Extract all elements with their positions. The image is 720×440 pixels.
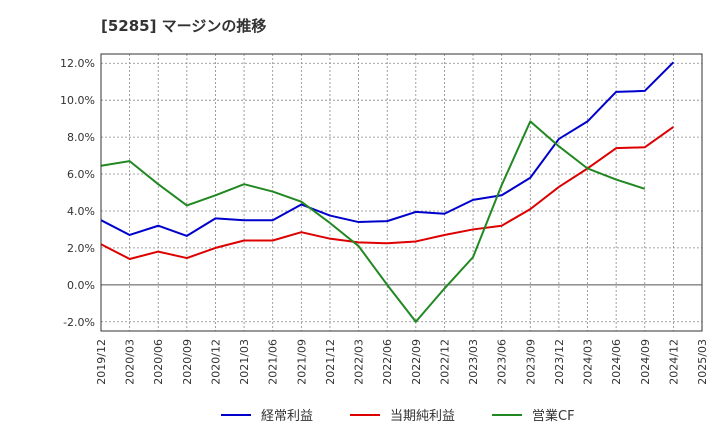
x-tick-label: 2024/12: [667, 339, 680, 385]
x-tick-label: 2020/09: [181, 339, 194, 385]
series-line-2: [100, 126, 674, 260]
x-tick-label: 2023/03: [467, 339, 480, 385]
x-tick-label: 2020/12: [209, 339, 222, 385]
x-tick-label: 2020/03: [124, 339, 137, 385]
y-tick-label: 10.0%: [60, 94, 95, 107]
y-tick-label: 12.0%: [60, 57, 95, 70]
x-tick-label: 2024/03: [582, 339, 595, 385]
y-tick-label: 4.0%: [67, 205, 95, 218]
x-tick-label: 2024/09: [639, 339, 652, 385]
x-tick-label: 2022/09: [410, 339, 423, 385]
y-tick-label: 0.0%: [67, 279, 95, 292]
y-tick-label: -2.0%: [63, 316, 95, 329]
series-line-1: [100, 61, 675, 237]
x-tick-label: 2023/12: [553, 339, 566, 385]
grid-lines: [100, 54, 703, 331]
series-lines: [100, 61, 675, 323]
y-tick-label: 8.0%: [67, 131, 95, 144]
x-tick-label: 2019/12: [95, 339, 108, 385]
x-tick-label: 2021/03: [238, 339, 251, 385]
y-tick-label: 2.0%: [67, 242, 95, 255]
legend-label-3: 営業CF: [532, 408, 575, 424]
plot-border: [100, 53, 703, 332]
legend-label-1: 経常利益: [261, 409, 313, 424]
x-tick-label: 2022/03: [353, 339, 366, 385]
x-tick-label: 2024/06: [610, 339, 623, 385]
legend: 経常利益 当期純利益 営業CF: [221, 408, 575, 424]
x-tick-label: 2022/06: [381, 339, 394, 385]
series-line-3: [100, 120, 646, 323]
legend-label-2: 当期純利益: [390, 409, 455, 424]
x-tick-label: 2025/03: [696, 339, 709, 385]
x-axis: 2019/12 2020/03 2020/06 2020/09 2020/12 2021/…: [95, 339, 709, 385]
x-tick-label: 2022/12: [438, 339, 451, 385]
x-tick-label: 2020/06: [152, 339, 165, 385]
x-tick-label: 2021/12: [324, 339, 337, 385]
y-tick-label: 6.0%: [67, 168, 95, 181]
y-axis: -2.0% 0.0% 2.0% 4.0% 6.0% 8.0% 10.0% 12.0%: [60, 57, 95, 329]
chart-title: [5285] マージンの推移: [101, 17, 266, 35]
x-tick-label: 2023/09: [524, 339, 537, 385]
x-tick-label: 2023/06: [496, 339, 509, 385]
x-tick-label: 2021/09: [295, 339, 308, 385]
x-tick-label: 2021/06: [267, 339, 280, 385]
